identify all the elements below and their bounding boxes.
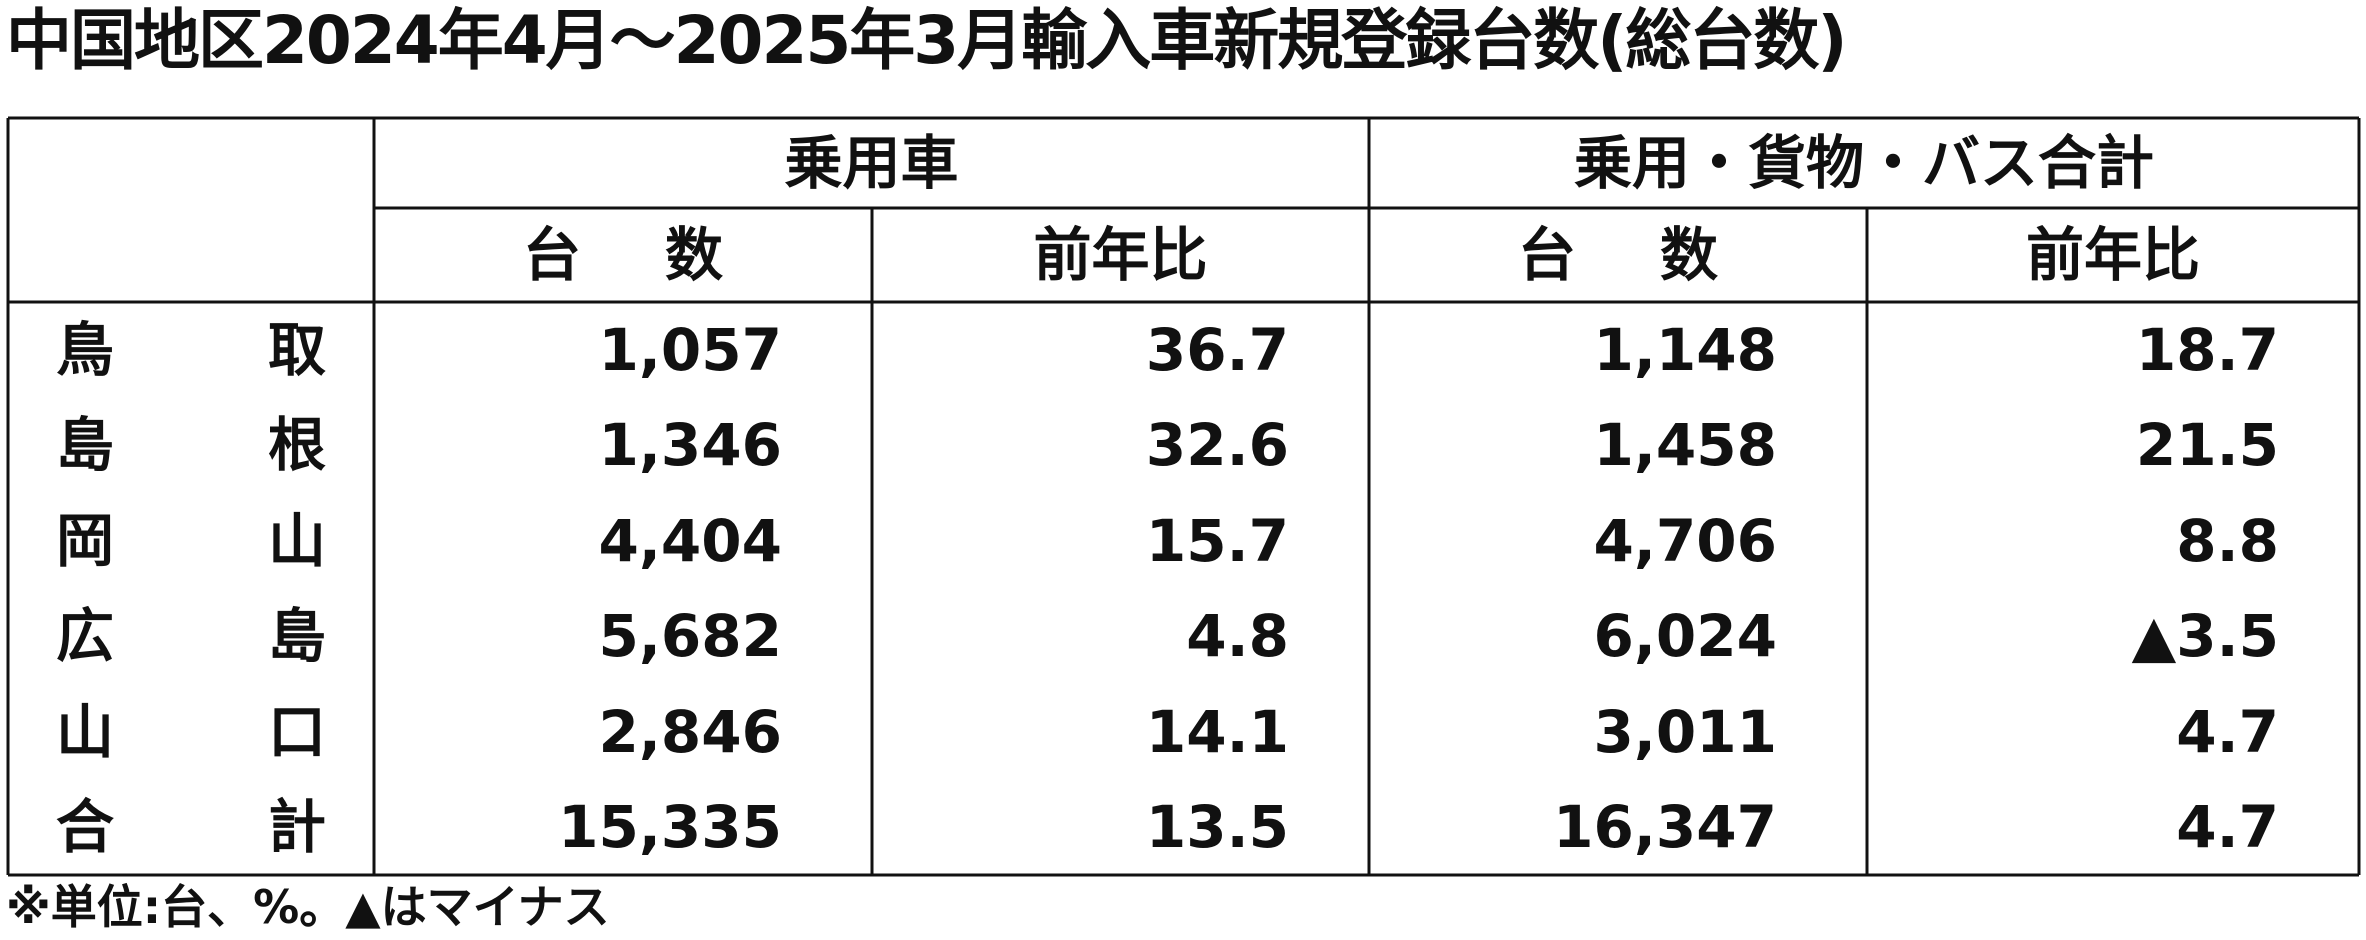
group-header: 乗用車	[784, 129, 959, 197]
count-cell: 15,335	[558, 793, 782, 862]
sub-header-text: 台 数	[523, 221, 723, 289]
row-label: 広 島	[8, 589, 374, 685]
count-cell: 1,057	[598, 315, 782, 384]
count-cell: 6,024	[1593, 602, 1777, 671]
count-cell: 5,682	[598, 602, 782, 671]
ratio-cell: 21.5	[2135, 411, 2279, 480]
ratio-cell: 15.7	[1145, 506, 1289, 575]
count-cell: 16,347	[1553, 793, 1777, 862]
ratio-cell: 4.7	[2176, 697, 2279, 766]
ratio-cell: ▲3.5	[2131, 602, 2279, 671]
row-label-text: 鳥 取	[56, 315, 326, 384]
row-label: 岡 山	[8, 493, 374, 589]
ratio-cell: 14.1	[1145, 697, 1289, 766]
ratio-cell: 4.7	[2176, 793, 2279, 862]
count-cell: 1,346	[598, 411, 782, 480]
count-cell: 4,706	[1593, 506, 1777, 575]
row-label: 合 計	[8, 780, 374, 876]
ratio-cell: 4.8	[1186, 602, 1289, 671]
count-cell: 1,148	[1593, 315, 1777, 384]
row-label-text: 岡 山	[56, 506, 326, 575]
row-label: 鳥 取	[8, 302, 374, 398]
row-label-text: 島 根	[56, 411, 326, 480]
group-header: 乗用・貨物・バス合計	[1573, 129, 2154, 197]
count-cell: 1,458	[1593, 411, 1777, 480]
ratio-cell: 36.7	[1145, 315, 1289, 384]
footnote: ※単位:台、%。▲はマイナス	[6, 880, 610, 934]
sub-header: 台 数	[374, 208, 872, 302]
row-label: 島 根	[8, 398, 374, 494]
row-label-text: 広 島	[56, 602, 326, 671]
ratio-cell: 32.6	[1145, 411, 1289, 480]
title: 中国地区2024年4月～2025年3月輸入車新規登録台数(総台数)	[6, 2, 1848, 79]
sub-header: 前年比	[1033, 221, 1208, 289]
row-label-text: 合 計	[56, 793, 326, 862]
ratio-cell: 13.5	[1145, 793, 1289, 862]
count-cell: 4,404	[598, 506, 782, 575]
count-cell: 3,011	[1593, 697, 1777, 766]
row-label-text: 山 口	[56, 697, 326, 766]
row-label: 山 口	[8, 684, 374, 780]
ratio-cell: 18.7	[2135, 315, 2279, 384]
sub-header: 台 数	[1369, 208, 1867, 302]
sub-header-text: 台 数	[1518, 221, 1718, 289]
sub-header: 前年比	[2025, 221, 2200, 289]
ratio-cell: 8.8	[2176, 506, 2279, 575]
count-cell: 2,846	[598, 697, 782, 766]
